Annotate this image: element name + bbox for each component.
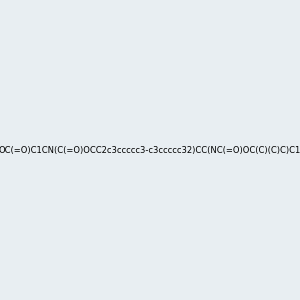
Text: OC(=O)C1CN(C(=O)OCC2c3ccccc3-c3ccccc32)CC(NC(=O)OC(C)(C)C)C1: OC(=O)C1CN(C(=O)OCC2c3ccccc3-c3ccccc32)C… [0, 146, 300, 154]
